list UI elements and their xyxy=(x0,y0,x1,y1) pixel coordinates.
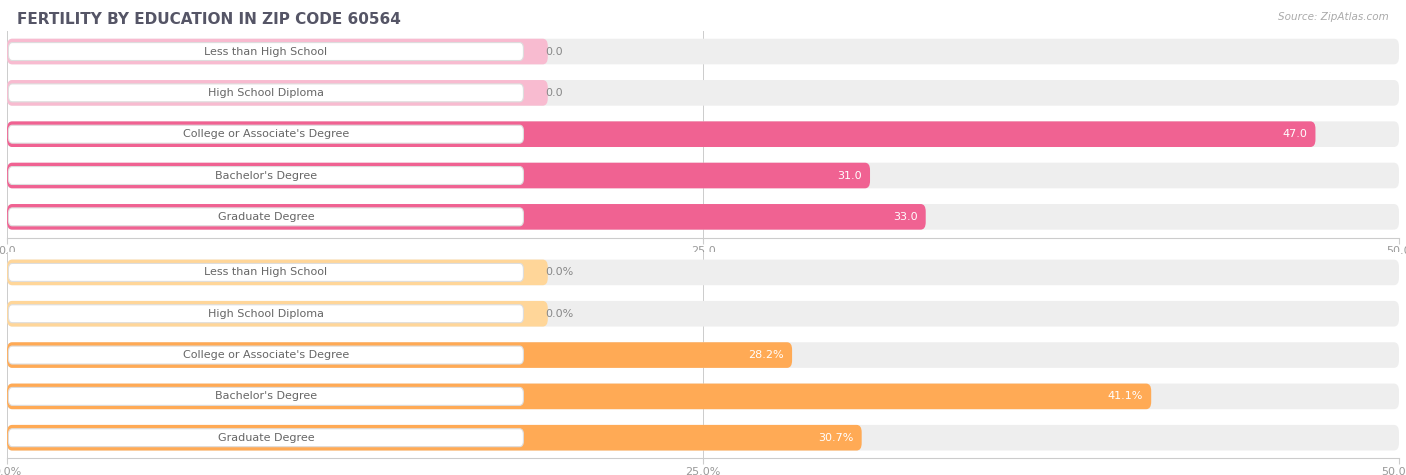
Text: 33.0: 33.0 xyxy=(893,212,917,222)
FancyBboxPatch shape xyxy=(8,388,523,405)
Text: 47.0: 47.0 xyxy=(1282,129,1308,139)
Text: Source: ZipAtlas.com: Source: ZipAtlas.com xyxy=(1278,12,1389,22)
FancyBboxPatch shape xyxy=(7,80,1399,105)
FancyBboxPatch shape xyxy=(8,305,523,323)
FancyBboxPatch shape xyxy=(7,301,1399,326)
FancyBboxPatch shape xyxy=(7,425,862,450)
Text: 31.0: 31.0 xyxy=(837,171,862,180)
Text: Graduate Degree: Graduate Degree xyxy=(218,433,315,443)
FancyBboxPatch shape xyxy=(7,39,1399,64)
FancyBboxPatch shape xyxy=(7,342,792,368)
Text: 0.0%: 0.0% xyxy=(546,267,574,277)
Text: College or Associate's Degree: College or Associate's Degree xyxy=(183,350,349,360)
Text: 0.0: 0.0 xyxy=(546,88,564,98)
Text: Less than High School: Less than High School xyxy=(204,267,328,277)
FancyBboxPatch shape xyxy=(8,346,523,364)
FancyBboxPatch shape xyxy=(7,384,1152,409)
Text: Graduate Degree: Graduate Degree xyxy=(218,212,315,222)
FancyBboxPatch shape xyxy=(7,163,1399,188)
FancyBboxPatch shape xyxy=(7,39,548,64)
Text: 28.2%: 28.2% xyxy=(748,350,783,360)
FancyBboxPatch shape xyxy=(8,208,523,226)
FancyBboxPatch shape xyxy=(8,84,523,102)
FancyBboxPatch shape xyxy=(7,260,1399,285)
FancyBboxPatch shape xyxy=(7,122,1316,147)
FancyBboxPatch shape xyxy=(7,163,870,188)
Text: High School Diploma: High School Diploma xyxy=(208,309,323,319)
Text: 41.1%: 41.1% xyxy=(1108,391,1143,401)
Text: FERTILITY BY EDUCATION IN ZIP CODE 60564: FERTILITY BY EDUCATION IN ZIP CODE 60564 xyxy=(17,12,401,27)
FancyBboxPatch shape xyxy=(8,125,523,143)
Text: High School Diploma: High School Diploma xyxy=(208,88,323,98)
Text: Bachelor's Degree: Bachelor's Degree xyxy=(215,171,316,180)
Text: Bachelor's Degree: Bachelor's Degree xyxy=(215,391,316,401)
FancyBboxPatch shape xyxy=(7,384,1399,409)
FancyBboxPatch shape xyxy=(8,167,523,184)
FancyBboxPatch shape xyxy=(7,301,548,326)
Text: 0.0%: 0.0% xyxy=(546,309,574,319)
Text: 30.7%: 30.7% xyxy=(818,433,853,443)
FancyBboxPatch shape xyxy=(7,204,1399,229)
Text: Less than High School: Less than High School xyxy=(204,47,328,57)
FancyBboxPatch shape xyxy=(7,122,1399,147)
FancyBboxPatch shape xyxy=(7,342,1399,368)
FancyBboxPatch shape xyxy=(8,429,523,446)
FancyBboxPatch shape xyxy=(7,204,925,229)
FancyBboxPatch shape xyxy=(8,43,523,60)
FancyBboxPatch shape xyxy=(7,80,548,105)
FancyBboxPatch shape xyxy=(7,425,1399,450)
FancyBboxPatch shape xyxy=(7,260,548,285)
Text: 0.0: 0.0 xyxy=(546,47,564,57)
FancyBboxPatch shape xyxy=(8,264,523,281)
Text: College or Associate's Degree: College or Associate's Degree xyxy=(183,129,349,139)
